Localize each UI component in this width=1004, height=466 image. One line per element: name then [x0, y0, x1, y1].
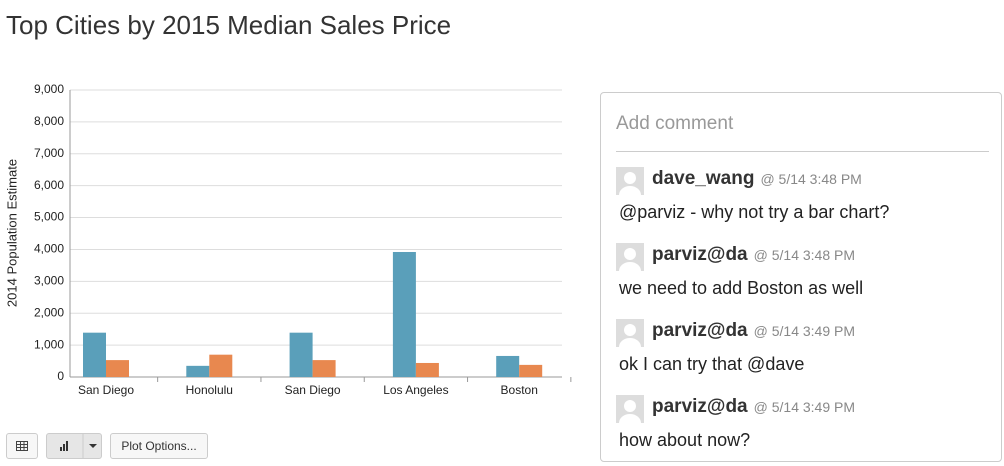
y-tick-label: 3,000 — [34, 274, 64, 288]
comment-time: @ 5/14 3:49 PM — [753, 323, 856, 339]
x-tick-label: San Diego — [78, 383, 134, 397]
avatar-icon — [619, 400, 641, 423]
y-tick-label: 7,000 — [34, 146, 64, 160]
plot-options-button[interactable]: Plot Options... — [110, 433, 208, 459]
x-tick-label: San Diego — [285, 383, 341, 397]
comment-text: @parviz - why not try a bar chart? — [619, 202, 890, 222]
y-tick-label: 9,000 — [34, 82, 64, 96]
comment-text: ok I can try that @dave — [619, 354, 805, 374]
comment-user: dave_wang — [652, 168, 755, 189]
comment-header: parviz@da @ 5/14 3:49 PM — [652, 396, 855, 418]
y-tick-label: 8,000 — [34, 114, 64, 128]
bar — [392, 251, 416, 377]
comment-text: we need to add Boston as well — [619, 278, 864, 298]
bar — [186, 365, 210, 377]
bar — [289, 332, 313, 377]
y-tick-label: 2,000 — [34, 305, 64, 319]
avatar — [616, 243, 644, 271]
y-tick-label: 0 — [57, 369, 64, 383]
comment-header: parviz@da @ 5/14 3:48 PM — [652, 244, 855, 266]
y-tick-label: 4,000 — [34, 242, 64, 256]
bar — [496, 355, 520, 377]
page-title: Top Cities by 2015 Median Sales Price — [6, 10, 452, 40]
comment-time: @ 5/14 3:49 PM — [753, 399, 856, 415]
y-tick-label: 6,000 — [34, 178, 64, 192]
y-tick-label: 5,000 — [34, 210, 64, 224]
chart: 0 1,000 2,000 3,000 4,000 5,000 6,000 7,000 8,00… — [4, 82, 572, 397]
chart-view-button[interactable] — [46, 433, 102, 459]
bar — [83, 332, 106, 377]
bar — [312, 360, 336, 377]
y-axis-label: 2014 Population Estimate — [4, 159, 19, 307]
comment-header: parviz@da @ 5/14 3:49 PM — [652, 320, 855, 342]
comment-user: parviz@da — [652, 320, 748, 341]
bar — [519, 364, 543, 377]
comment-header: dave_wang @ 5/14 3:48 PM — [652, 168, 862, 190]
x-tick-label: Honolulu — [186, 383, 233, 397]
comment-text: how about now? — [619, 430, 751, 450]
chart-icon — [60, 434, 97, 458]
separator — [616, 151, 989, 152]
y-tick-label: 1,000 — [34, 337, 64, 351]
comment-input[interactable]: Add comment — [616, 113, 734, 134]
table-icon — [16, 441, 28, 451]
avatar — [616, 167, 644, 195]
x-tick-label: Boston — [501, 383, 538, 397]
x-tick-label: Los Angeles — [383, 383, 448, 397]
bar — [106, 360, 129, 377]
avatar-icon — [619, 324, 641, 347]
avatar — [616, 395, 644, 423]
bar — [415, 362, 439, 377]
avatar-icon — [619, 172, 641, 195]
comment-time: @ 5/14 3:48 PM — [753, 247, 856, 263]
table-view-button[interactable] — [6, 433, 38, 459]
bar — [209, 354, 233, 377]
comment-panel: Add comment dave_wang @ 5/14 3:48 PM @parv… — [600, 92, 1002, 462]
avatar-icon — [619, 248, 641, 271]
avatar — [616, 319, 644, 347]
comment-time: @ 5/14 3:48 PM — [760, 171, 862, 187]
comment-user: parviz@da — [652, 244, 748, 265]
comment-user: parviz@da — [652, 396, 748, 417]
